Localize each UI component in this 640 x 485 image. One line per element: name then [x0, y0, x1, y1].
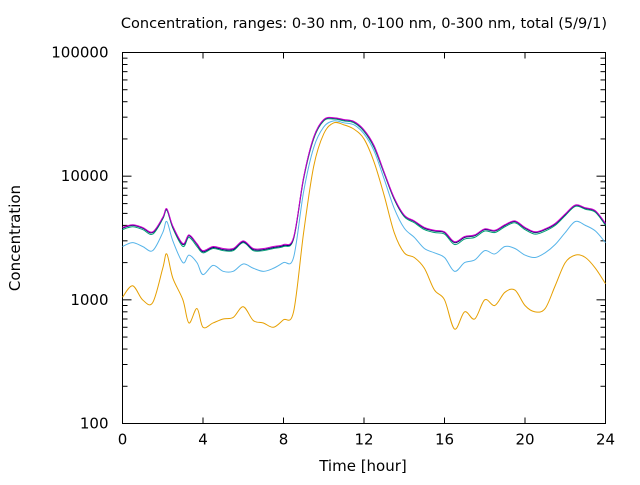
- y-tick-label: 100: [80, 415, 109, 433]
- series-line-5: [123, 117, 606, 250]
- x-axis-title: Time [hour]: [318, 457, 407, 475]
- x-tick-label: 20: [515, 431, 534, 449]
- x-tick-label: 12: [354, 431, 373, 449]
- x-axis: 0 4 8 12 16 20 24: [118, 53, 615, 449]
- x-tick-label: 8: [279, 431, 289, 449]
- chart-title: Concentration, ranges: 0-30 nm, 0-100 nm…: [121, 16, 607, 32]
- series-layer: [123, 117, 606, 329]
- x-tick-label: 24: [596, 431, 615, 449]
- y-axis: 100 1000 10000 100000: [51, 44, 605, 433]
- chart: Concentration, ranges: 0-30 nm, 0-100 nm…: [0, 0, 640, 480]
- series-line-1: [123, 122, 606, 329]
- plot-frame: [123, 53, 606, 424]
- x-tick-label: 4: [198, 431, 208, 449]
- series-line-2: [123, 121, 606, 275]
- y-axis-title: Concentration: [6, 185, 24, 291]
- y-tick-label: 10000: [61, 167, 109, 185]
- y-tick-label: 1000: [70, 291, 108, 309]
- y-tick-label: 100000: [51, 44, 108, 62]
- x-tick-label: 16: [435, 431, 454, 449]
- chart-svg: Concentration, ranges: 0-30 nm, 0-100 nm…: [0, 0, 640, 480]
- x-tick-label: 0: [118, 431, 128, 449]
